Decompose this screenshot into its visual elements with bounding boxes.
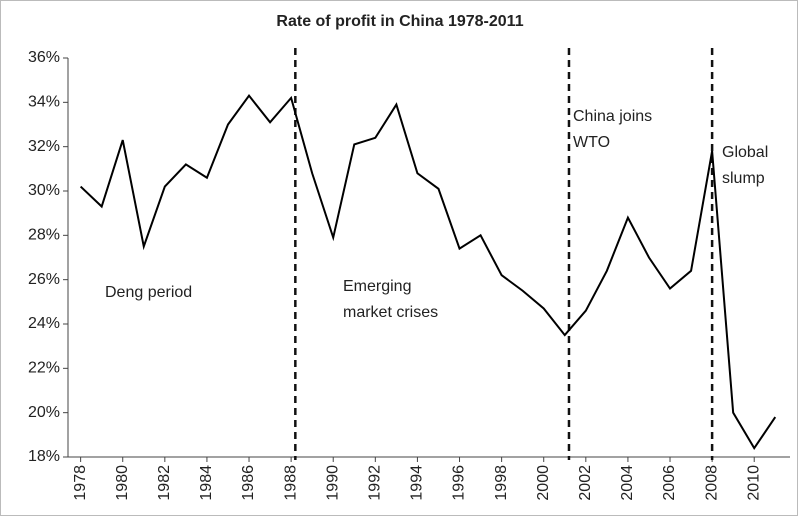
annotation: China joins <box>573 108 652 125</box>
annotation: slump <box>722 170 765 187</box>
x-tick-label: 2010 <box>745 465 762 501</box>
annotation: Global <box>722 144 768 161</box>
x-tick-label: 2008 <box>703 465 720 501</box>
line-series <box>79 94 777 450</box>
x-tick-label: 1986 <box>240 465 257 501</box>
x-tick-label: 2006 <box>661 465 678 501</box>
y-tick-label: 30% <box>28 182 60 199</box>
x-tick-label: 2002 <box>577 465 594 501</box>
y-tick-label: 36% <box>28 49 60 66</box>
y-tick-label: 22% <box>28 360 60 377</box>
x-tick-label: 1980 <box>114 465 131 501</box>
x-tick-label: 1998 <box>493 465 510 501</box>
y-tick-label: 20% <box>28 404 60 421</box>
y-tick-label: 34% <box>28 94 60 111</box>
x-tick-label: 2004 <box>619 465 636 501</box>
annotation: market crises <box>343 304 438 321</box>
annotation: Deng period <box>105 284 192 301</box>
y-tick-label: 32% <box>28 138 60 155</box>
x-tick-label: 1994 <box>409 465 426 501</box>
x-tick-label: 1988 <box>282 465 299 501</box>
x-tick-label: 1982 <box>156 465 173 501</box>
y-tick-label: 24% <box>28 315 60 332</box>
x-tick-label: 2000 <box>535 465 552 501</box>
annotation: Emerging <box>343 278 411 295</box>
x-tick-label: 1996 <box>451 465 468 501</box>
y-tick-label: 26% <box>28 271 60 288</box>
x-tick-label: 1990 <box>324 465 341 501</box>
chart-title: Rate of profit in China 1978-2011 <box>276 13 523 30</box>
x-tick-label: 1978 <box>72 465 89 501</box>
y-tick-label: 18% <box>28 448 60 465</box>
y-tick-label: 28% <box>28 227 60 244</box>
annotation: WTO <box>573 134 610 151</box>
x-tick-label: 1992 <box>367 465 384 501</box>
x-tick-label: 1984 <box>198 465 215 501</box>
